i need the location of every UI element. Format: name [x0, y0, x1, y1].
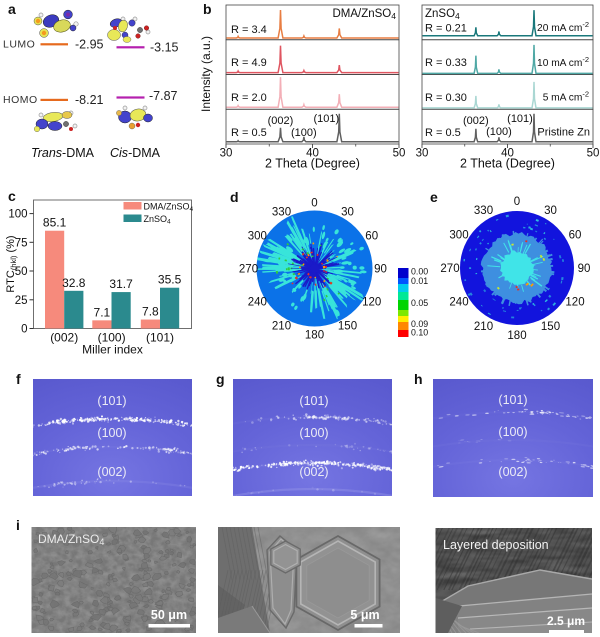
svg-text:(002): (002) — [299, 465, 328, 479]
svg-text:0.00: 0.00 — [411, 267, 428, 277]
svg-text:270: 270 — [239, 264, 258, 276]
svg-text:240: 240 — [248, 297, 267, 309]
svg-text:50: 50 — [15, 266, 28, 278]
svg-text:85.1: 85.1 — [43, 216, 67, 230]
svg-text:7.1: 7.1 — [94, 305, 111, 319]
svg-text:(002): (002) — [463, 115, 489, 127]
svg-text:RTC(hkl) (%): RTC(hkl) (%) — [5, 235, 18, 292]
svg-text:150: 150 — [338, 321, 357, 333]
svg-text:270: 270 — [440, 263, 459, 275]
svg-text:(100): (100) — [97, 426, 126, 440]
svg-text:HOMO: HOMO — [3, 94, 38, 106]
svg-text:240: 240 — [449, 297, 468, 309]
svg-text:32.8: 32.8 — [62, 276, 86, 290]
svg-text:210: 210 — [272, 321, 291, 333]
svg-text:330: 330 — [272, 206, 291, 218]
svg-text:(101): (101) — [498, 393, 527, 407]
svg-text:Intensity (a.u.): Intensity (a.u.) — [200, 36, 213, 112]
svg-text:50: 50 — [587, 148, 600, 160]
svg-text:(002): (002) — [268, 115, 294, 127]
svg-text:Layered deposition: Layered deposition — [443, 538, 549, 552]
svg-text:R = 4.9: R = 4.9 — [231, 57, 267, 69]
svg-text:0: 0 — [514, 196, 520, 208]
svg-text:(100): (100) — [299, 426, 328, 440]
svg-text:31.7: 31.7 — [109, 277, 133, 291]
svg-text:50 μm: 50 μm — [151, 608, 187, 622]
svg-text:0.05: 0.05 — [411, 298, 428, 308]
svg-text:90: 90 — [578, 263, 591, 275]
svg-text:30: 30 — [416, 148, 429, 160]
svg-text:0.10: 0.10 — [411, 328, 428, 338]
svg-text:300: 300 — [449, 230, 468, 242]
svg-text:Trans-DMA: Trans-DMA — [31, 146, 95, 160]
svg-text:DMA/ZnSO4: DMA/ZnSO4 — [38, 532, 104, 547]
svg-text:(002): (002) — [50, 331, 78, 345]
svg-text:300: 300 — [248, 231, 267, 243]
svg-text:90: 90 — [374, 264, 387, 276]
svg-text:ZnSO4: ZnSO4 — [144, 214, 172, 226]
svg-text:7.8: 7.8 — [142, 305, 159, 319]
svg-text:60: 60 — [365, 231, 378, 243]
svg-text:30: 30 — [544, 205, 557, 217]
svg-text:5 mA cm-2: 5 mA cm-2 — [543, 90, 589, 104]
svg-text:60: 60 — [569, 230, 582, 242]
svg-text:0: 0 — [21, 324, 27, 336]
svg-text:(100): (100) — [486, 126, 512, 138]
svg-text:(101): (101) — [507, 113, 533, 125]
svg-text:DMA/ZnSO4: DMA/ZnSO4 — [144, 202, 194, 214]
svg-text:-3.15: -3.15 — [150, 41, 179, 55]
svg-text:Miller index: Miller index — [82, 343, 143, 357]
svg-text:ZnSO4: ZnSO4 — [425, 8, 460, 21]
svg-text:40: 40 — [306, 148, 319, 160]
svg-text:30: 30 — [220, 148, 233, 160]
svg-text:(101): (101) — [146, 331, 174, 345]
svg-text:(101): (101) — [313, 113, 339, 125]
svg-text:30: 30 — [341, 206, 354, 218]
svg-text:150: 150 — [541, 321, 560, 333]
svg-text:DMA/ZnSO4: DMA/ZnSO4 — [332, 8, 396, 21]
svg-text:R = 0.30: R = 0.30 — [425, 92, 467, 104]
svg-text:20 mA cm-2: 20 mA cm-2 — [537, 20, 589, 34]
svg-text:Pristine Zn: Pristine Zn — [537, 127, 590, 139]
svg-text:330: 330 — [474, 205, 493, 217]
svg-text:2.5 μm: 2.5 μm — [547, 614, 585, 628]
svg-text:5 μm: 5 μm — [350, 608, 379, 622]
svg-text:2 Theta (Degree): 2 Theta (Degree) — [460, 157, 555, 171]
svg-text:120: 120 — [565, 297, 584, 309]
svg-text:120: 120 — [362, 297, 381, 309]
svg-text:25: 25 — [15, 295, 28, 307]
svg-text:0.01: 0.01 — [411, 276, 428, 286]
svg-text:0: 0 — [311, 198, 317, 210]
svg-text:LUMO: LUMO — [3, 39, 35, 51]
svg-text:R = 0.33: R = 0.33 — [425, 57, 467, 69]
svg-text:75: 75 — [15, 237, 28, 249]
svg-text:R = 3.4: R = 3.4 — [231, 24, 267, 36]
svg-text:(101): (101) — [97, 394, 126, 408]
svg-text:(002): (002) — [498, 465, 527, 479]
svg-text:-7.87: -7.87 — [149, 89, 178, 103]
svg-text:R = 0.5: R = 0.5 — [425, 127, 461, 139]
svg-text:(100): (100) — [498, 425, 527, 439]
svg-text:Cis-DMA: Cis-DMA — [110, 146, 161, 160]
svg-text:(100): (100) — [291, 127, 317, 139]
svg-text:180: 180 — [305, 330, 324, 342]
svg-text:R = 2.0: R = 2.0 — [231, 92, 267, 104]
svg-text:R = 0.5: R = 0.5 — [231, 127, 267, 139]
svg-text:2 Theta (Degree): 2 Theta (Degree) — [265, 157, 360, 171]
svg-text:10 mA cm-2: 10 mA cm-2 — [537, 55, 589, 69]
svg-text:210: 210 — [474, 321, 493, 333]
svg-text:(002): (002) — [97, 465, 126, 479]
svg-text:-8.21: -8.21 — [75, 93, 104, 107]
svg-text:100: 100 — [8, 209, 27, 221]
svg-text:R = 0.21: R = 0.21 — [425, 23, 467, 35]
svg-text:0.09: 0.09 — [411, 319, 428, 329]
svg-text:40: 40 — [501, 148, 514, 160]
svg-text:(101): (101) — [299, 394, 328, 408]
svg-text:50: 50 — [393, 148, 406, 160]
svg-text:180: 180 — [507, 330, 526, 342]
svg-text:-2.95: -2.95 — [75, 38, 104, 52]
svg-text:(100): (100) — [98, 331, 126, 345]
svg-text:35.5: 35.5 — [158, 273, 182, 287]
